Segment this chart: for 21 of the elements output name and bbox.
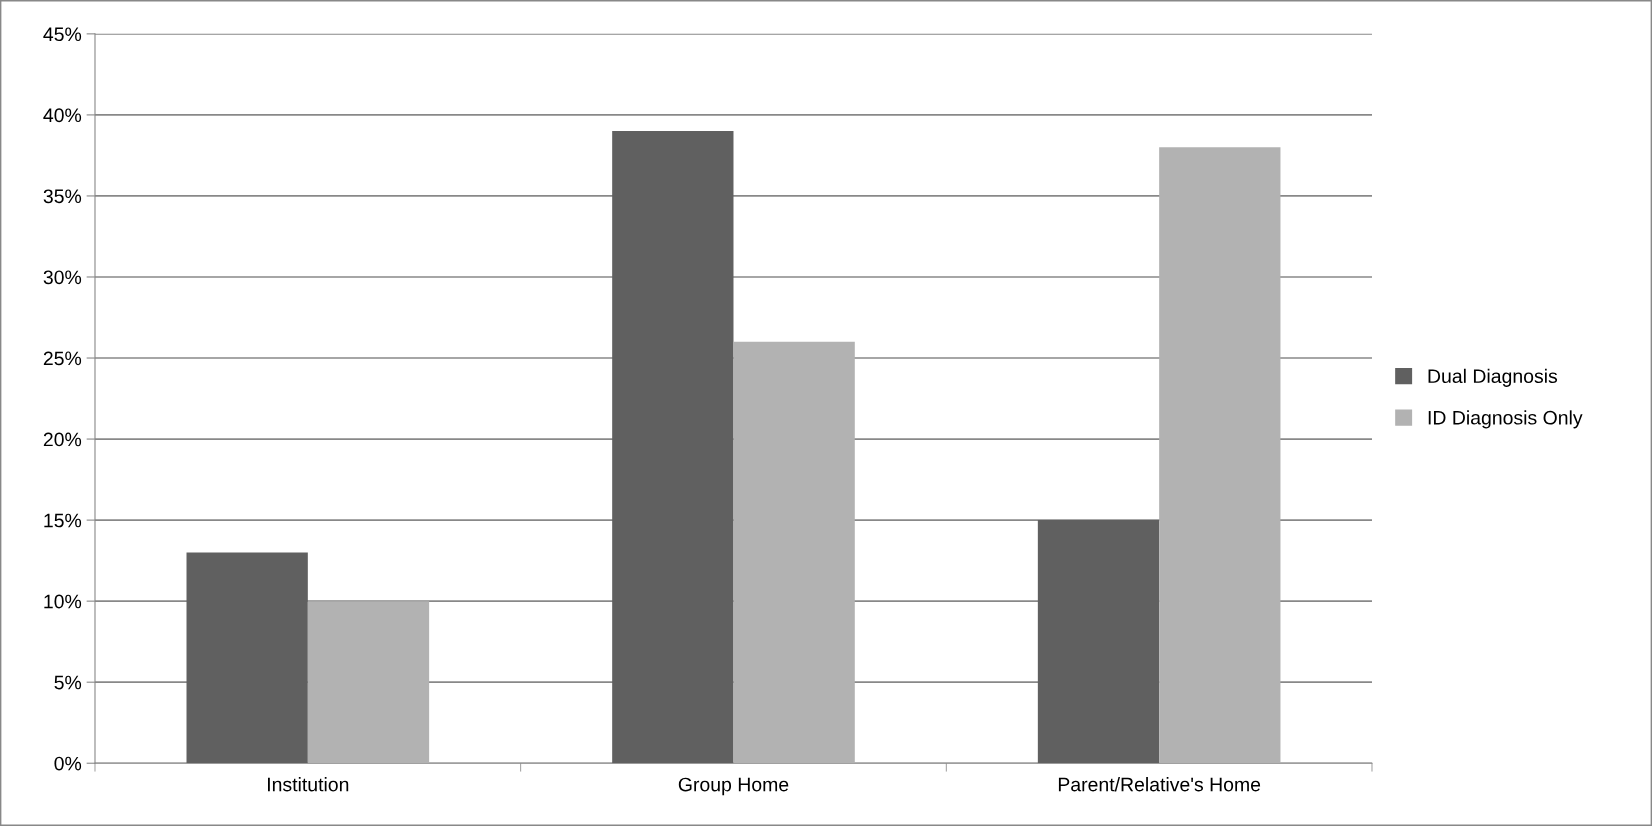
y-tick-label: 20%	[43, 432, 82, 447]
bar	[612, 131, 734, 764]
legend-label: Dual Diagnosis	[1428, 368, 1558, 387]
bar	[307, 601, 430, 764]
bar	[1159, 147, 1281, 764]
y-tick-label: 25%	[43, 351, 82, 366]
bar	[1037, 520, 1160, 764]
y-tick-label: 15%	[44, 513, 82, 528]
bar	[186, 552, 308, 764]
x-tick-label: Group Home	[678, 777, 789, 796]
y-tick-label: 5%	[54, 675, 82, 690]
y-tick-label: 45%	[43, 27, 82, 42]
x-tick-label: Institution	[268, 777, 349, 792]
bar	[733, 341, 855, 764]
y-tick-label: 35%	[43, 189, 82, 204]
y-tick-label: 30%	[43, 270, 82, 285]
y-tick-label: 0%	[54, 756, 82, 771]
y-tick-label: 10%	[44, 594, 82, 609]
x-tick-label: Parent/Relative's Home	[1058, 777, 1261, 792]
legend-label: ID Diagnosis Only	[1428, 410, 1583, 429]
y-tick-label: 40%	[43, 108, 82, 123]
